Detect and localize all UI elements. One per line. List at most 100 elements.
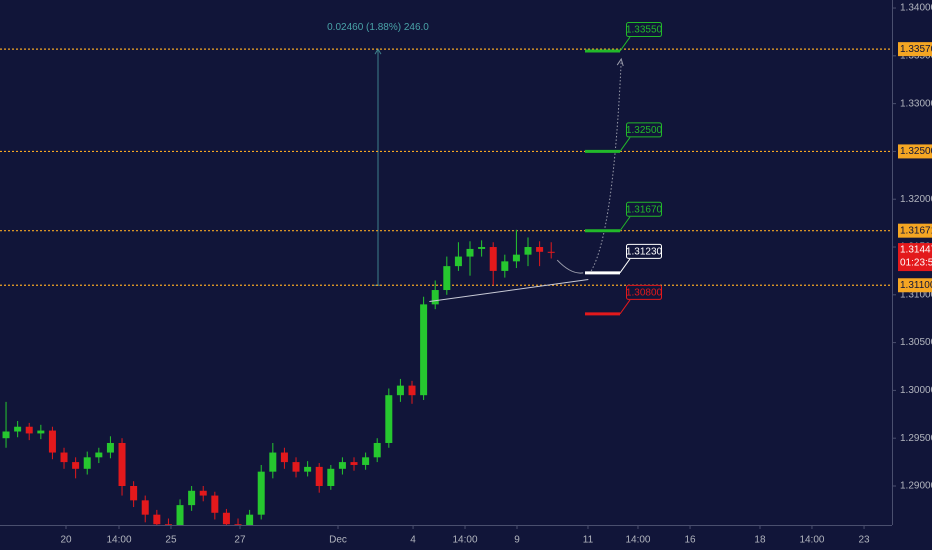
candle-body <box>37 430 45 434</box>
candle-body <box>130 485 138 501</box>
x-tick-label: 18 <box>754 535 766 546</box>
candle-body <box>385 395 393 443</box>
y-tick-label: 1.30000 <box>900 385 932 396</box>
candle-body <box>141 500 149 515</box>
candle-body <box>118 442 126 486</box>
candle-body <box>246 514 254 525</box>
candle-body <box>257 471 265 515</box>
candle-body <box>106 442 114 453</box>
candle-body <box>199 490 207 496</box>
level-price-label: 1.31100 <box>900 280 932 291</box>
target-label: 1.30800 <box>626 288 663 299</box>
level-price-label: 1.32500 <box>900 146 932 157</box>
candle-body <box>222 512 230 525</box>
candle-body <box>188 490 196 506</box>
candle-body <box>95 452 103 458</box>
candle-body <box>350 462 358 465</box>
candle-body <box>478 247 486 249</box>
trendline <box>429 279 589 302</box>
target-connector <box>619 36 631 52</box>
x-tick-label: 25 <box>165 535 177 546</box>
y-tick-label: 1.31000 <box>900 289 932 300</box>
projection-arrow <box>616 57 624 67</box>
y-tick-label: 1.29500 <box>900 433 932 444</box>
candle-body <box>466 248 474 257</box>
candle-body <box>420 304 428 396</box>
target-box <box>626 243 662 259</box>
candle-body <box>72 462 80 469</box>
candle-body <box>524 247 532 255</box>
last-price-box <box>898 243 932 272</box>
target-label: 1.33550 <box>626 25 663 36</box>
candle-body <box>512 254 520 262</box>
candle-body <box>211 495 219 513</box>
candle-body <box>362 457 370 465</box>
x-tick-label: 23 <box>858 535 870 546</box>
target-label: 1.31230 <box>626 246 663 257</box>
candle-body <box>315 466 323 486</box>
x-tick-label: 14:00 <box>453 535 478 546</box>
candle-body <box>454 256 462 267</box>
candle-body <box>269 452 277 472</box>
candle-body <box>338 462 346 469</box>
x-tick-label: 14:00 <box>625 535 650 546</box>
level-price-box <box>898 278 932 293</box>
level-price-box <box>898 42 932 57</box>
target-connector <box>619 299 631 315</box>
candle-body <box>60 452 68 463</box>
candle-body <box>489 247 497 271</box>
target-box <box>626 284 662 300</box>
target-connector <box>619 258 631 274</box>
candle-body <box>164 524 172 525</box>
target-box <box>626 22 662 38</box>
candle-body <box>373 442 381 458</box>
candle-body <box>408 385 416 396</box>
x-tick-label: 4 <box>410 535 416 546</box>
y-tick-label: 1.29000 <box>900 481 932 492</box>
measure-label: 0.02460 (1.88%) 246.0 <box>327 22 429 33</box>
projection-curve <box>590 61 622 272</box>
level-price-label: 1.33570 <box>900 44 932 55</box>
y-tick-label: 1.32000 <box>900 194 932 205</box>
candle-body <box>280 452 288 463</box>
y-tick-label: 1.30500 <box>900 337 932 348</box>
x-tick-label: 11 <box>583 535 594 546</box>
candle-body <box>536 247 544 252</box>
level-price-box <box>898 144 932 159</box>
candle-body <box>292 462 300 472</box>
candle-body <box>234 524 242 525</box>
candle-body <box>14 426 22 432</box>
candle-body <box>443 266 451 291</box>
candle-body <box>431 290 439 305</box>
projection-curve <box>556 259 584 274</box>
candle-body <box>25 426 33 434</box>
y-tick-label: 1.33000 <box>900 98 932 109</box>
x-tick-label: 14:00 <box>799 535 824 546</box>
plot-area: 1.33550 1.32500 1.31670 1.31230 1.30800 <box>0 22 892 525</box>
candle-body <box>501 261 509 271</box>
candle-body <box>396 385 404 396</box>
last-price-label: 1.31447 <box>900 245 932 256</box>
x-tick-label: 27 <box>234 535 246 546</box>
target-label: 1.32500 <box>626 125 663 136</box>
target-connector <box>619 137 631 152</box>
candle-body <box>327 468 335 486</box>
target-label: 1.31670 <box>626 204 663 215</box>
candle-body <box>2 431 10 439</box>
x-tick-label: 14:00 <box>106 535 131 546</box>
candle-body <box>153 514 161 525</box>
target-connector <box>619 216 631 232</box>
target-box <box>626 201 662 217</box>
candle-body <box>547 251 555 253</box>
x-tick-label: 9 <box>514 535 520 546</box>
candle-body <box>48 430 56 453</box>
y-tick-label: 1.34000 <box>900 3 932 14</box>
countdown-label: 01:23:56 <box>900 258 932 269</box>
candle-body <box>304 466 312 472</box>
level-price-box <box>898 223 932 238</box>
x-tick-label: Dec <box>329 535 347 546</box>
candle-body <box>176 505 184 525</box>
